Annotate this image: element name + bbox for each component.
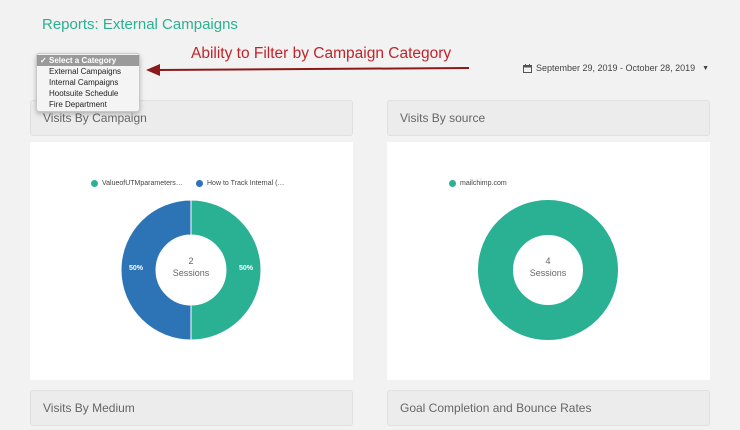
option-label: Select a Category [49, 56, 117, 65]
visits-by-campaign-title: Visits By Campaign [43, 111, 147, 125]
annotation-text: Ability to Filter by Campaign Category [191, 45, 452, 62]
donut-slice-external[interactable] [190, 200, 261, 340]
goal-completion-header: Goal Completion and Bounce Rates [387, 390, 710, 426]
visits-by-source-panel: mailchimp.com 4 Sessions [387, 142, 710, 380]
annotation-arrow-icon [146, 64, 470, 76]
visits-by-medium-title: Visits By Medium [43, 401, 135, 415]
visits-by-campaign-panel: ValueofUTMparameters… How to Track Inter… [30, 142, 353, 380]
source-sessions-center: 4 Sessions [518, 255, 578, 279]
option-label: Fire Department [49, 100, 107, 109]
slice-label-right: 50% [239, 265, 254, 272]
campaign-donut-chart [121, 200, 261, 340]
donut-slice-mailchimp[interactable] [478, 200, 618, 340]
sessions-label: Sessions [172, 268, 210, 278]
campaign-sessions-center: 2 Sessions [161, 255, 221, 279]
slice-label-left: 50% [129, 265, 144, 272]
page-title: Reports: External Campaigns [42, 16, 238, 33]
legend-label: mailchimp.com [460, 180, 507, 187]
option-label: External Campaigns [49, 67, 122, 76]
legend-label: ValueofUTMparameters… [102, 180, 183, 187]
chevron-down-icon: ▼ [702, 64, 710, 72]
donut-slice-internal[interactable] [121, 200, 192, 340]
source-legend-item-1[interactable]: mailchimp.com [449, 180, 507, 187]
category-option-internal[interactable]: Internal Campaigns [37, 77, 139, 88]
visits-by-medium-header: Visits By Medium [30, 390, 353, 426]
campaign-legend-item-1[interactable]: ValueofUTMparameters… [91, 180, 183, 187]
sessions-count: 2 [188, 256, 194, 266]
category-option-select[interactable]: ✓ Select a Category [37, 55, 139, 66]
date-range-label: September 29, 2019 - October 28, 2019 [536, 63, 696, 73]
date-range-picker[interactable]: September 29, 2019 - October 28, 2019 ▼ [523, 63, 709, 73]
campaign-legend-item-2[interactable]: How to Track Internal (… [196, 180, 284, 187]
option-label: Hootsuite Schedule [49, 89, 119, 98]
legend-dot [91, 180, 98, 187]
category-option-hootsuite[interactable]: Hootsuite Schedule [37, 88, 139, 99]
visits-by-source-header: Visits By source [387, 100, 710, 136]
category-dropdown[interactable]: ✓ Select a Category External Campaigns I… [36, 53, 140, 112]
calendar-icon [523, 63, 532, 73]
category-option-fire-department[interactable]: Fire Department [37, 99, 139, 110]
category-option-external[interactable]: External Campaigns [37, 66, 139, 77]
visits-by-campaign-header: Visits By Campaign [30, 100, 353, 136]
sessions-count: 4 [545, 256, 551, 266]
legend-dot [449, 180, 456, 187]
option-label: Internal Campaigns [49, 78, 119, 87]
sessions-label: Sessions [529, 268, 567, 278]
visits-by-source-title: Visits By source [400, 111, 486, 125]
source-donut-chart [478, 200, 618, 340]
legend-label: How to Track Internal (… [207, 180, 285, 187]
goal-completion-title: Goal Completion and Bounce Rates [400, 401, 592, 415]
check-icon: ✓ [40, 56, 47, 65]
legend-dot [196, 180, 203, 187]
